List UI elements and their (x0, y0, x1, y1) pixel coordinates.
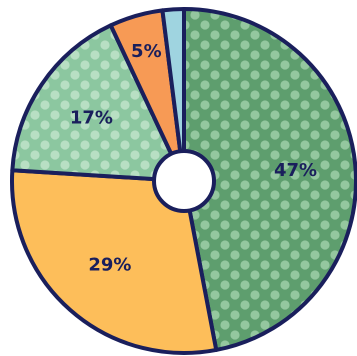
slice-label-5pct: 5% (131, 41, 162, 62)
pie-labels: 47% 29% 17% 5% (70, 41, 317, 276)
slice-label-47pct: 47% (274, 160, 317, 181)
center-hole (152, 149, 216, 213)
slice-label-17pct: 17% (70, 108, 113, 129)
pie-slices (10, 7, 357, 355)
pie-slice-17pct (10, 23, 186, 183)
slice-label-29pct: 29% (88, 255, 131, 276)
pie-slice-47pct (182, 7, 357, 352)
pie-slice-29pct (10, 168, 219, 355)
pie-slice-small (160, 7, 186, 183)
